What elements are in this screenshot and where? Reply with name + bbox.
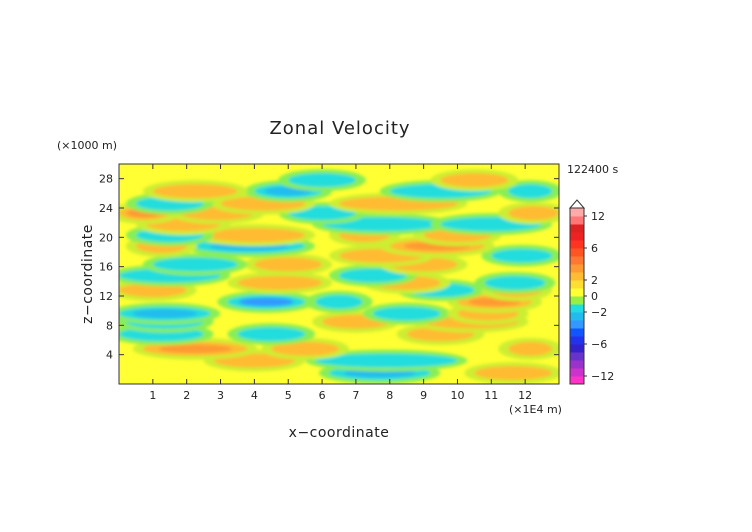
colorbar-tick-label: 2 — [591, 274, 598, 287]
colorbar-swatch — [570, 312, 584, 321]
x-tick-label: 8 — [386, 389, 393, 402]
colorbar-swatch — [570, 272, 584, 281]
field-contour — [152, 257, 238, 272]
field-core — [515, 208, 552, 218]
x-tick-label: 2 — [183, 389, 190, 402]
chart-title: Zonal Velocity — [269, 118, 410, 139]
field-core — [250, 278, 310, 287]
x-tick-label: 12 — [518, 389, 532, 402]
colorbar-swatch — [570, 336, 584, 345]
field-contour — [315, 294, 363, 309]
y-tick-label: 16 — [99, 261, 113, 274]
colorbar-swatch — [570, 376, 584, 385]
colorbar-swatch — [570, 368, 584, 377]
colorbar-swatch — [570, 256, 584, 265]
y-tick-label: 8 — [106, 319, 113, 332]
field-contour — [119, 283, 187, 298]
x-tick-label: 10 — [450, 389, 464, 402]
colorbar-swatch — [570, 208, 584, 217]
x-tick-label: 7 — [352, 389, 359, 402]
colorbar-swatch — [570, 360, 584, 369]
y-tick-label: 4 — [106, 349, 113, 362]
colorbar-swatch — [570, 288, 584, 297]
colorbar-swatch — [570, 344, 584, 353]
field-contour — [339, 268, 407, 283]
colorbar-swatch — [570, 240, 584, 249]
field-contour — [288, 173, 356, 188]
x-axis-label: x−coordinate — [289, 425, 390, 441]
colorbar-tick-label: 6 — [591, 242, 598, 255]
field-contour — [484, 275, 546, 290]
colorbar-swatch — [570, 264, 584, 273]
x-unit-label: (×1E4 m) — [509, 403, 562, 416]
y-tick-label: 24 — [99, 202, 113, 215]
x-tick-label: 5 — [285, 389, 292, 402]
colorbar-extend-arrow — [568, 199, 586, 209]
colorbar-swatch — [570, 304, 584, 313]
y-axis-label: z−coordinate — [80, 224, 96, 324]
field-contour — [237, 327, 306, 342]
x-tick-label: 3 — [217, 389, 224, 402]
colorbar-swatch — [570, 320, 584, 329]
field-contour — [372, 306, 441, 321]
field-contour — [474, 366, 553, 380]
colorbar-swatch — [570, 216, 584, 225]
colorbar-swatch — [570, 280, 584, 289]
x-tick-label: 1 — [149, 389, 156, 402]
field-core — [132, 309, 197, 318]
field-core — [514, 344, 546, 353]
y-tick-label: 28 — [99, 173, 113, 186]
field-contour — [508, 184, 553, 199]
plot-area — [119, 164, 559, 384]
x-tick-label: 6 — [319, 389, 326, 402]
colorbar-swatch — [570, 296, 584, 305]
x-tick-label: 4 — [251, 389, 258, 402]
field-core — [218, 230, 290, 240]
y-tick-label: 12 — [99, 290, 113, 303]
colorbar-swatch — [570, 232, 584, 241]
x-tick-label: 11 — [484, 389, 498, 402]
colorbar-tick-label: 12 — [591, 210, 605, 223]
field-core — [158, 344, 232, 353]
colorbar-swatch — [570, 224, 584, 233]
x-tick-label: 9 — [420, 389, 427, 402]
time-label: 122400 s — [567, 163, 618, 176]
field-contour — [152, 184, 238, 199]
colorbar-tick-label: 0 — [591, 290, 598, 303]
y-unit-label: (×1000 m) — [57, 139, 117, 152]
colorbar: 12 6 2 0 −2 −6 −12 — [568, 199, 614, 385]
colorbar-swatch — [570, 352, 584, 361]
field-contour — [271, 341, 339, 356]
field-core — [238, 297, 294, 307]
y-tick-label: 20 — [99, 231, 113, 244]
field-contour — [491, 248, 553, 263]
colorbar-swatch — [570, 328, 584, 337]
field-core — [264, 260, 312, 269]
colorbar-swatch — [570, 248, 584, 257]
colorbar-tick-label: −6 — [591, 338, 607, 351]
field-contour — [315, 353, 458, 368]
colorbar-tick-label: −12 — [591, 370, 614, 383]
field-contour — [440, 173, 509, 188]
colorbar-tick-label: −2 — [591, 306, 607, 319]
plot-frame — [118, 163, 560, 385]
